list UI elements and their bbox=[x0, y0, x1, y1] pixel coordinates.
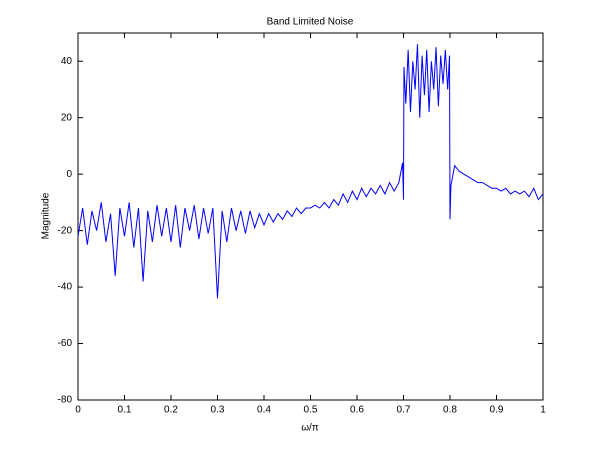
y-tick-label: 20 bbox=[61, 112, 73, 123]
x-tick-label: 0.2 bbox=[164, 405, 178, 416]
x-tick-label: 0.6 bbox=[350, 405, 364, 416]
x-tick-label: 0.7 bbox=[397, 405, 411, 416]
y-axis-label: Magnitude bbox=[41, 192, 52, 239]
x-tick-label: 0 bbox=[75, 405, 81, 416]
x-axis-label: ω/π bbox=[301, 423, 319, 434]
y-tick-label: -20 bbox=[58, 225, 73, 236]
y-tick-label: -80 bbox=[58, 395, 73, 406]
y-tick-label: 40 bbox=[61, 56, 73, 67]
chart-title: Band Limited Noise bbox=[267, 17, 354, 28]
x-tick-label: 0.9 bbox=[490, 405, 504, 416]
x-tick-label: 0.4 bbox=[257, 405, 271, 416]
y-tick-label: -60 bbox=[58, 338, 73, 349]
data-line bbox=[77, 44, 544, 299]
y-tick-label: -40 bbox=[58, 282, 73, 293]
x-tick-label: 0.8 bbox=[443, 405, 457, 416]
y-tick-label: 0 bbox=[66, 169, 72, 180]
x-tick-label: 0.3 bbox=[211, 405, 225, 416]
x-tick-label: 0.5 bbox=[304, 405, 318, 416]
x-tick-label: 1 bbox=[540, 405, 546, 416]
x-tick-label: 0.1 bbox=[118, 405, 132, 416]
